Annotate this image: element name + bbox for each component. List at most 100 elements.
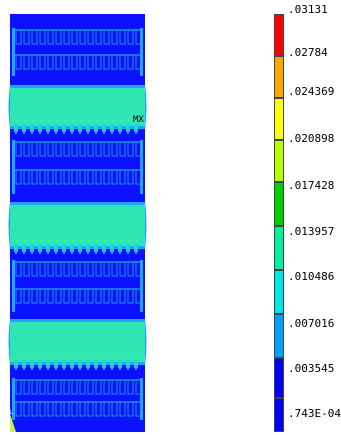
- band-tooth-tip: [135, 250, 137, 254]
- legend-swatch: [274, 226, 284, 270]
- band-tooth-tip: [87, 250, 89, 254]
- band-tooth-tip: [71, 130, 73, 134]
- edge-bulge-left-1: [8, 201, 10, 250]
- legend-swatch: [274, 314, 284, 358]
- band-tooth: [14, 124, 18, 132]
- band-tooth-tip: [71, 250, 73, 254]
- legend-swatch: [274, 14, 284, 56]
- legend-swatch: [274, 56, 284, 98]
- band-tooth-tip: [71, 366, 73, 370]
- band-tooth: [30, 124, 34, 132]
- band-dot: [16, 240, 18, 242]
- band-tooth: [38, 244, 42, 252]
- band-tooth-tip: [15, 250, 17, 254]
- band-tooth: [110, 360, 114, 368]
- band-tooth-tip: [95, 250, 97, 254]
- band-dot: [32, 120, 34, 122]
- band-tooth: [14, 360, 18, 368]
- band-tooth: [86, 244, 90, 252]
- zone-side-left: [12, 378, 15, 420]
- band-dot: [56, 240, 58, 242]
- band-dot: [80, 120, 82, 122]
- band-tooth-tip: [31, 250, 33, 254]
- band-tooth-tip: [103, 366, 105, 370]
- zone-side-right: [140, 260, 143, 312]
- band-dot: [40, 356, 42, 358]
- band-dot: [72, 240, 74, 242]
- band-tooth-tip: [135, 130, 137, 134]
- band-tooth: [38, 124, 42, 132]
- band-tooth: [22, 244, 26, 252]
- band-tooth-tip: [63, 130, 65, 134]
- band-dot: [112, 356, 114, 358]
- edge-bulge-left-0: [8, 84, 10, 130]
- band-tooth: [54, 360, 58, 368]
- band-dot: [104, 356, 106, 358]
- band-dot: [128, 240, 130, 242]
- band-dot: [24, 240, 26, 242]
- band-tooth: [70, 244, 74, 252]
- legend-label: .007016: [288, 317, 335, 330]
- legend-label: .010486: [288, 270, 335, 283]
- band-tooth: [46, 360, 50, 368]
- stress-band-0: [10, 88, 145, 126]
- band-dot: [40, 240, 42, 242]
- legend-label: .024369: [288, 85, 335, 98]
- band-dot: [112, 240, 114, 242]
- band-tooth: [78, 244, 82, 252]
- band-tooth-tip: [23, 366, 25, 370]
- band-tooth-tip: [63, 250, 65, 254]
- band-tooth-tip: [111, 366, 113, 370]
- band-dot: [88, 356, 90, 358]
- legend-label: .013957: [288, 225, 335, 238]
- band-tooth: [70, 360, 74, 368]
- legend-label: .020898: [288, 132, 335, 145]
- zone-side-left: [12, 28, 15, 76]
- band-tooth-tip: [103, 130, 105, 134]
- band-tooth: [102, 360, 106, 368]
- band-tooth: [38, 360, 42, 368]
- band-dot: [64, 356, 66, 358]
- band-dot: [80, 240, 82, 242]
- stress-band-1: [10, 205, 145, 246]
- band-tooth-tip: [119, 250, 121, 254]
- legend-swatch: [274, 182, 284, 226]
- band-dot: [88, 240, 90, 242]
- legend-label: .743E-04: [288, 407, 341, 420]
- band-tooth: [94, 360, 98, 368]
- band-tooth: [22, 124, 26, 132]
- band-dot: [64, 240, 66, 242]
- band-tooth: [94, 124, 98, 132]
- band-tooth-tip: [87, 366, 89, 370]
- band-tooth-tip: [55, 250, 57, 254]
- band-tooth-tip: [55, 130, 57, 134]
- band-tooth: [118, 124, 122, 132]
- band-dot: [136, 120, 138, 122]
- edge-bulge-2: [145, 318, 147, 366]
- band-tooth-tip: [47, 250, 49, 254]
- band-tooth-tip: [79, 250, 81, 254]
- band-dot: [136, 356, 138, 358]
- band-dot: [80, 356, 82, 358]
- band-tooth-tip: [39, 366, 41, 370]
- band-dot: [64, 120, 66, 122]
- band-tooth: [110, 124, 114, 132]
- edge-bulge-1: [145, 201, 147, 250]
- band-tooth: [70, 124, 74, 132]
- band-tooth: [94, 244, 98, 252]
- band-dot: [128, 356, 130, 358]
- stress-band-2: [10, 322, 145, 362]
- band-tooth: [62, 360, 66, 368]
- band-tooth: [62, 124, 66, 132]
- band-tooth: [54, 244, 58, 252]
- band-tooth-tip: [15, 130, 17, 134]
- band-tooth-tip: [79, 130, 81, 134]
- band-tooth: [30, 360, 34, 368]
- max-marker-label: MX: [133, 115, 144, 125]
- band-tooth-tip: [87, 130, 89, 134]
- band-tooth: [30, 244, 34, 252]
- band-tooth-tip: [47, 366, 49, 370]
- band-dot: [16, 356, 18, 358]
- band-tooth: [54, 124, 58, 132]
